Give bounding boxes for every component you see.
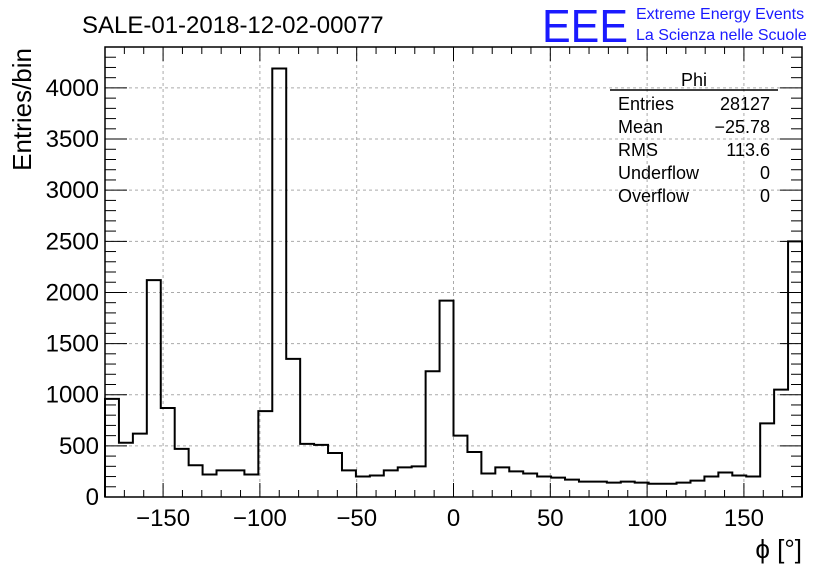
y-tick-label: 1000 (46, 382, 99, 409)
histogram-bin (147, 280, 161, 497)
histogram-outline (104, 67, 803, 497)
histogram-bin (579, 482, 593, 497)
stats-row-label: Overflow (618, 186, 690, 206)
y-axis-label: Entries/bin (7, 48, 37, 171)
histogram-bin (356, 477, 370, 497)
logo-line-2: La Scienza nelle Scuole (636, 27, 807, 44)
histogram-bin (467, 452, 481, 497)
stats-row-label: Mean (618, 117, 663, 137)
histogram-bin (189, 465, 203, 497)
histogram-bin (328, 453, 342, 497)
histogram-bin (704, 477, 718, 497)
histogram-bars (104, 67, 803, 498)
stats-box: Phi Entries 28127 Mean −25.78 RMS 113.6 Underf… (610, 70, 778, 206)
histogram-bin (342, 470, 356, 497)
histogram-bin (481, 473, 495, 497)
histogram-bin (454, 436, 468, 497)
y-tick-label: 4000 (46, 75, 99, 102)
histogram-bin (412, 466, 426, 497)
stats-row-value: 0 (760, 163, 770, 183)
x-tick-label: 0 (447, 505, 460, 532)
histogram-bin (760, 423, 774, 497)
histogram-bin (244, 475, 258, 498)
chart-title: SALE-01-2018-12-02-00077 (82, 12, 384, 39)
histogram-bin (774, 390, 788, 497)
x-tick-label: 50 (537, 505, 564, 532)
stats-row-value: 0 (760, 186, 770, 206)
histogram-bin (300, 444, 314, 497)
histogram-bin (690, 481, 704, 497)
eee-logo: EEE (542, 0, 628, 52)
x-tick-label: −50 (336, 505, 377, 532)
histogram-bin (175, 449, 189, 497)
x-tick-label: 100 (627, 505, 667, 532)
axis-ticks (104, 46, 803, 498)
x-tick-label: −100 (233, 505, 287, 532)
histogram-bin (523, 473, 537, 497)
stats-row-value: 113.6 (726, 140, 770, 160)
histogram-bin (635, 483, 649, 497)
histogram-bin (119, 443, 133, 497)
histogram-bin (565, 480, 579, 497)
histogram-bin (537, 477, 551, 497)
stats-row-label: Underflow (618, 163, 700, 183)
histogram-bin (230, 470, 244, 497)
histogram-bin (495, 467, 509, 497)
stats-row-label: RMS (618, 140, 658, 160)
y-tick-label: 2000 (46, 279, 99, 306)
y-tick-label: 0 (86, 484, 99, 511)
histogram-bin (746, 477, 760, 497)
y-tick-labels: 0 500 1000 1500 2000 2500 3000 3500 4000 (46, 75, 99, 511)
histogram-bin (718, 472, 732, 497)
y-tick-label: 3500 (46, 126, 99, 153)
x-axis-label: ϕ [°] (755, 534, 802, 564)
x-tick-label: −150 (136, 505, 190, 532)
x-tick-label: 150 (724, 505, 764, 532)
y-tick-label: 3000 (46, 177, 99, 204)
histogram-bin (272, 68, 286, 497)
histogram-bin (649, 484, 663, 497)
y-tick-label: 1500 (46, 331, 99, 358)
histogram-bin (677, 483, 691, 497)
histogram-bin (314, 445, 328, 497)
histogram-bin (426, 371, 440, 497)
histogram-bin (258, 411, 272, 497)
logo-line-1: Extreme Energy Events (636, 6, 804, 23)
y-tick-label: 500 (59, 433, 99, 460)
stats-name: Phi (681, 70, 707, 90)
histogram-bin (286, 359, 300, 497)
stats-row-label: Entries (618, 94, 674, 114)
histogram-bin (133, 434, 147, 497)
histogram-bin (440, 301, 454, 497)
histogram-bin (607, 483, 621, 497)
histogram-bin (217, 470, 231, 497)
histogram-bin (593, 482, 607, 497)
histogram-bin (203, 475, 217, 498)
stats-row-value: 28127 (720, 94, 770, 114)
stats-row-value: −25.78 (714, 117, 770, 137)
histogram-bin (370, 476, 384, 497)
x-tick-labels: −150 −100 −50 0 50 100 150 (136, 505, 764, 532)
y-tick-label: 2500 (46, 228, 99, 255)
histogram-bin (788, 241, 802, 497)
histogram-bin (398, 467, 412, 497)
histogram-bin (105, 399, 119, 497)
histogram-bin (551, 478, 565, 497)
histogram-bin (663, 484, 677, 497)
